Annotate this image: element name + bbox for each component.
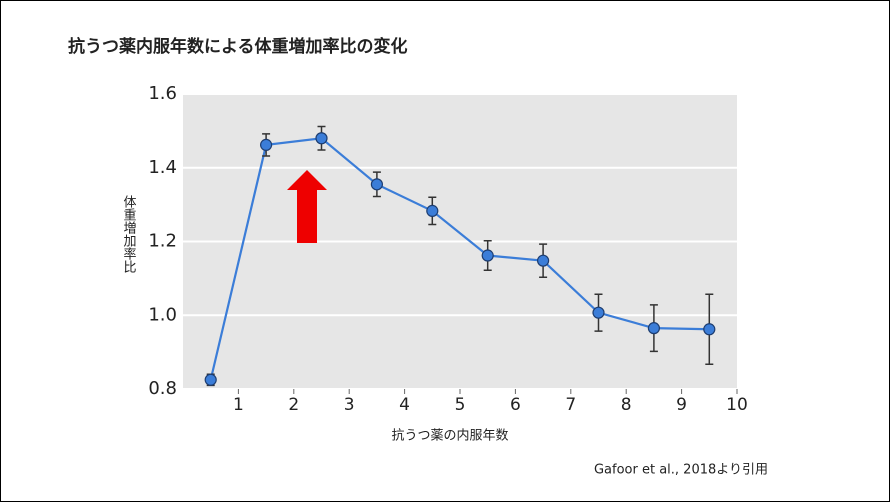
- data-point: [481, 249, 494, 262]
- x-tick-label: 2: [288, 395, 299, 415]
- y-tick-label: 0.8: [148, 378, 177, 399]
- x-tick-label: 10: [726, 395, 748, 415]
- y-tick-label: 1.6: [148, 83, 177, 104]
- data-point: [260, 138, 273, 151]
- plot: 0.8 1.0 1.2 1.4 1.6 1 2 3 4 5 6 7 8 9 10: [148, 83, 747, 415]
- data-point: [703, 323, 716, 336]
- data-point: [204, 373, 217, 386]
- y-axis-label: 体重増加率比: [121, 195, 137, 274]
- x-tick-label: 3: [344, 395, 355, 415]
- y-tick-label: 1.4: [148, 157, 177, 178]
- x-axis-label: 抗うつ薬の内服年数: [391, 428, 508, 444]
- data-point: [315, 132, 328, 145]
- y-tick-label: 1.2: [148, 231, 177, 252]
- data-point: [592, 306, 605, 319]
- x-tick-label: 1: [233, 395, 244, 415]
- y-tick-label: 1.0: [148, 304, 177, 325]
- x-tick-label: 6: [510, 395, 521, 415]
- x-tick-label: 8: [621, 395, 632, 415]
- data-point: [426, 204, 439, 217]
- data-point: [370, 178, 383, 191]
- x-tick-label: 7: [565, 395, 576, 415]
- chart-title: 抗うつ薬内服年数による体重増加率比の変化: [68, 36, 408, 57]
- x-tick-label: 9: [676, 395, 687, 415]
- x-tick-label: 4: [399, 395, 410, 415]
- x-tick-label: 5: [455, 395, 466, 415]
- data-line: [209, 137, 710, 381]
- source-note: Gafoor et al., 2018より引用: [594, 463, 768, 478]
- highlight-arrow: [287, 170, 327, 243]
- data-point: [647, 322, 661, 335]
- data-point: [536, 254, 550, 267]
